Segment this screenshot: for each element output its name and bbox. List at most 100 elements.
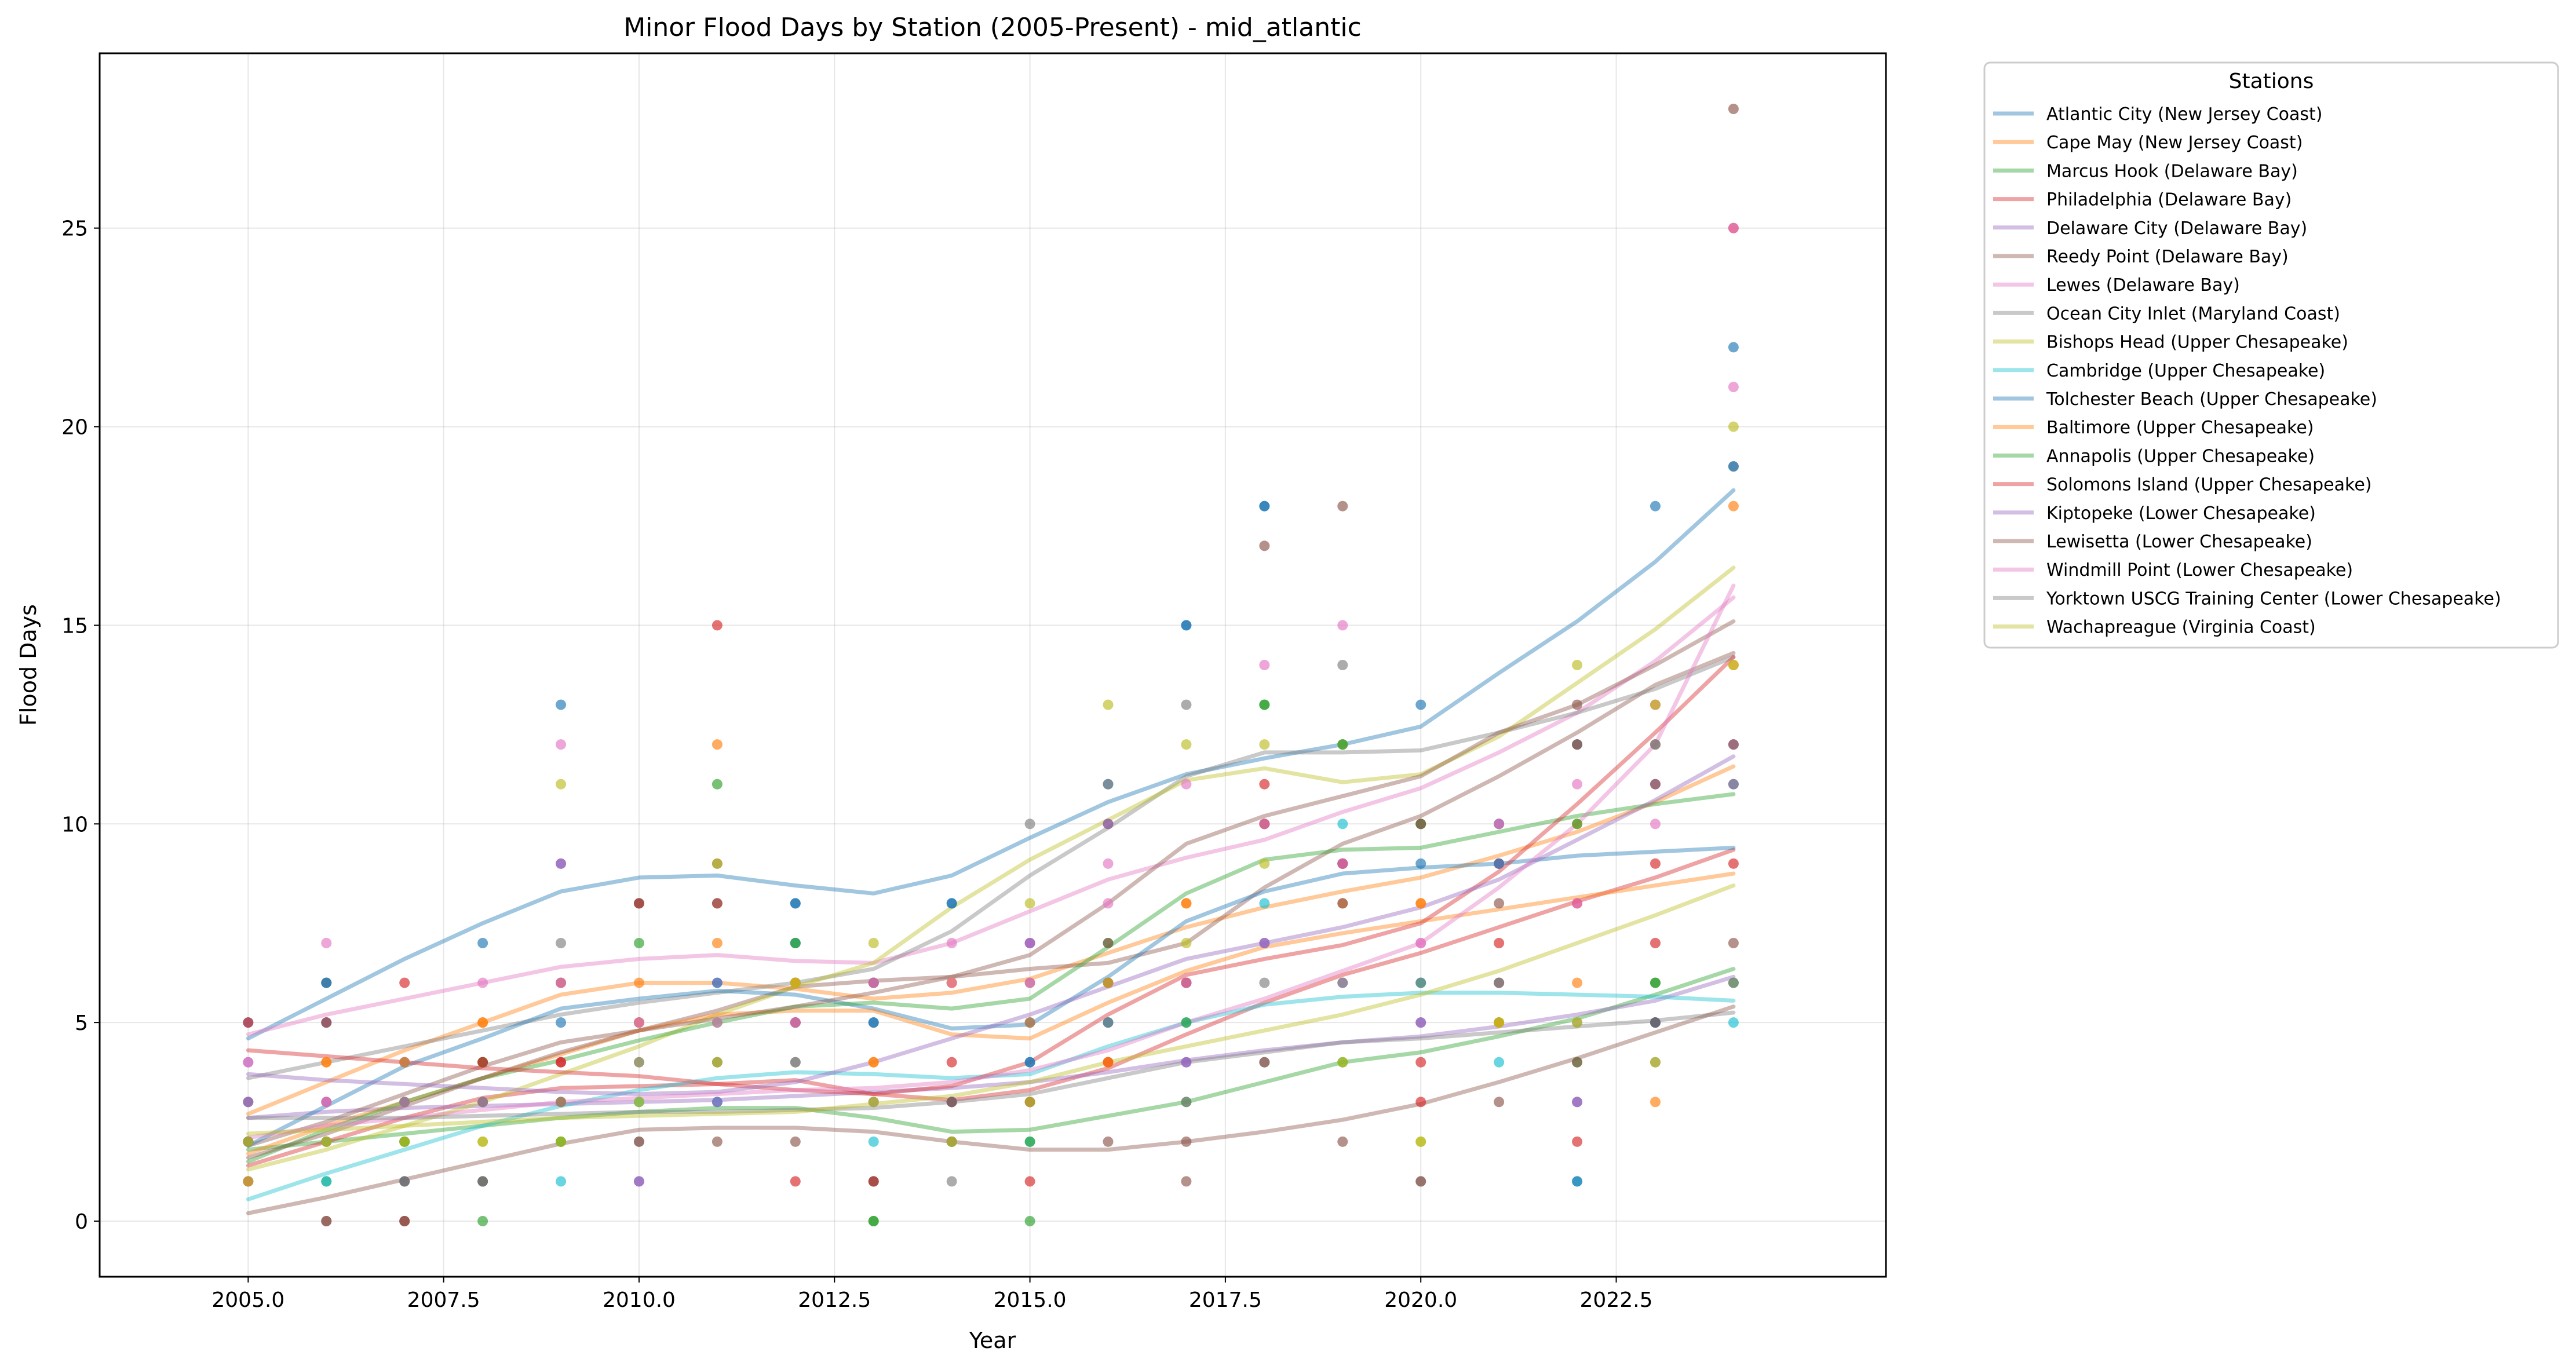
data-point	[711, 898, 723, 909]
data-point	[1494, 1097, 1505, 1108]
data-point	[1259, 540, 1270, 551]
legend-title: Stations	[2229, 70, 2314, 93]
trend-line	[246, 651, 1736, 1148]
data-point	[1650, 1017, 1661, 1028]
trend-line	[246, 792, 1736, 1164]
data-point	[633, 1176, 644, 1187]
data-point	[1103, 699, 1114, 710]
data-point	[1572, 1136, 1583, 1147]
data-point	[1181, 620, 1192, 631]
chart-title: Minor Flood Days by Station (2005-Presen…	[623, 13, 1362, 42]
legend-items: Atlantic City (New Jersey Coast) Cape May…	[1993, 104, 2501, 638]
data-point	[711, 1017, 723, 1028]
legend-label: Tolchester Beach (Upper Chesapeake)	[2046, 389, 2377, 410]
data-point	[1415, 1176, 1426, 1187]
data-point	[1728, 222, 1739, 233]
data-point	[1494, 819, 1505, 830]
legend-label: Atlantic City (New Jersey Coast)	[2046, 104, 2322, 125]
data-point	[633, 977, 644, 988]
trend-line	[246, 1004, 1736, 1215]
data-point	[1024, 1216, 1035, 1226]
data-point	[1572, 977, 1583, 988]
data-point	[1103, 1017, 1114, 1028]
data-point	[1024, 1017, 1035, 1028]
data-point	[790, 1176, 801, 1187]
x-tick-label: 2017.5	[1189, 1288, 1262, 1312]
data-point	[1181, 898, 1192, 909]
data-point	[1728, 500, 1739, 512]
x-tick-label: 2020.0	[1384, 1288, 1457, 1312]
data-point	[556, 1097, 567, 1108]
data-point	[399, 1097, 410, 1108]
data-point	[321, 977, 332, 988]
data-point	[556, 1057, 567, 1068]
data-point	[1494, 977, 1505, 988]
x-tick-label: 2022.5	[1580, 1288, 1653, 1312]
data-point	[1728, 739, 1739, 750]
data-point	[477, 1176, 488, 1187]
y-tick-label: 0	[75, 1210, 88, 1234]
trend-line	[246, 883, 1736, 1136]
data-point	[1572, 1097, 1583, 1108]
data-point	[556, 1136, 567, 1147]
trend-line	[246, 845, 1736, 1148]
trend-line	[246, 871, 1736, 1156]
data-point	[790, 898, 801, 909]
data-point	[399, 1136, 410, 1147]
data-point	[1494, 938, 1505, 948]
plot-area-frame	[98, 52, 1887, 1278]
legend-label: Yorktown USCG Training Center (Lower Che…	[2046, 589, 2501, 609]
data-point	[1572, 1176, 1583, 1187]
data-point	[1259, 1057, 1270, 1068]
data-point	[633, 1017, 644, 1028]
data-point	[711, 620, 723, 631]
data-point	[1103, 977, 1114, 988]
data-point	[1181, 1057, 1192, 1068]
data-point	[1572, 1017, 1583, 1028]
data-point	[1103, 938, 1114, 948]
data-point	[321, 1057, 332, 1068]
data-point	[1728, 779, 1739, 790]
data-point	[1415, 1097, 1426, 1108]
data-point	[477, 1097, 488, 1108]
legend-box	[1983, 61, 2559, 649]
data-point	[399, 1057, 410, 1068]
data-point	[1650, 858, 1661, 869]
data-point	[1572, 819, 1583, 830]
data-point	[477, 1136, 488, 1147]
data-point	[321, 1097, 332, 1108]
data-point	[1728, 660, 1739, 670]
data-point	[1259, 699, 1270, 710]
data-point	[1728, 858, 1739, 869]
legend-label: Philadelphia (Delaware Bay)	[2046, 190, 2292, 210]
y-tick-label: 15	[61, 614, 88, 638]
data-point	[1415, 938, 1426, 948]
data-point	[633, 1136, 644, 1147]
data-point	[1494, 858, 1505, 869]
data-point	[868, 1216, 879, 1226]
data-point	[556, 858, 567, 869]
data-point	[1103, 1057, 1114, 1068]
x-tick-label: 2010.0	[603, 1288, 676, 1312]
data-point	[1259, 779, 1270, 790]
x-tick-label: 2015.0	[994, 1288, 1067, 1312]
trend-line	[246, 1010, 1736, 1120]
legend-label: Solomons Island (Upper Chesapeake)	[2046, 475, 2372, 495]
y-axis-label: Flood Days	[16, 604, 41, 726]
data-point	[1024, 1136, 1035, 1147]
data-point	[790, 1017, 801, 1028]
data-point	[1024, 898, 1035, 909]
data-point	[790, 1057, 801, 1068]
trend-line	[246, 583, 1736, 1140]
x-axis-label: Year	[969, 1328, 1016, 1353]
data-point	[1181, 779, 1192, 790]
data-point	[1181, 739, 1192, 750]
data-point	[243, 1097, 254, 1108]
data-point	[1494, 1057, 1505, 1068]
trend-line	[246, 991, 1736, 1201]
data-point	[790, 1136, 801, 1147]
data-point	[1181, 1097, 1192, 1108]
data-point	[790, 938, 801, 948]
data-point	[1728, 421, 1739, 432]
